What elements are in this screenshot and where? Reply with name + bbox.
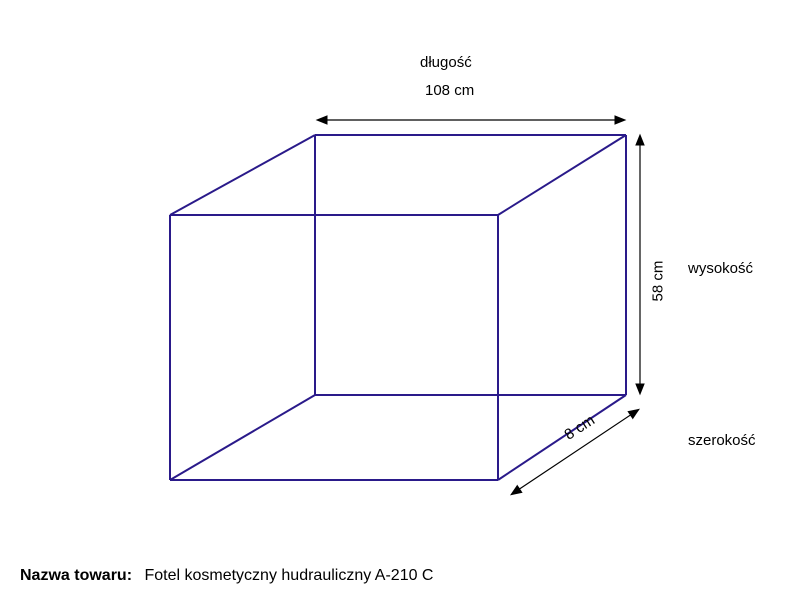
height-label: wysokość [688,260,753,277]
product-name-footer: Nazwa towaru: Fotel kosmetyczny hudrauli… [20,567,433,585]
footer-label: Nazwa towaru: [20,567,132,584]
diagram-container: długość 108 cm 58 cm wysokość 8 cm szero… [0,0,800,540]
dimension-arrows [318,120,640,494]
width-label: szerokość [688,432,756,449]
cube-shape [170,135,626,480]
length-label: długość [420,54,472,71]
cube-diagram-svg [0,0,800,540]
length-value: 108 cm [425,82,474,99]
footer-value: Fotel kosmetyczny hudrauliczny A-210 C [144,567,433,584]
height-value: 58 cm [650,261,667,302]
